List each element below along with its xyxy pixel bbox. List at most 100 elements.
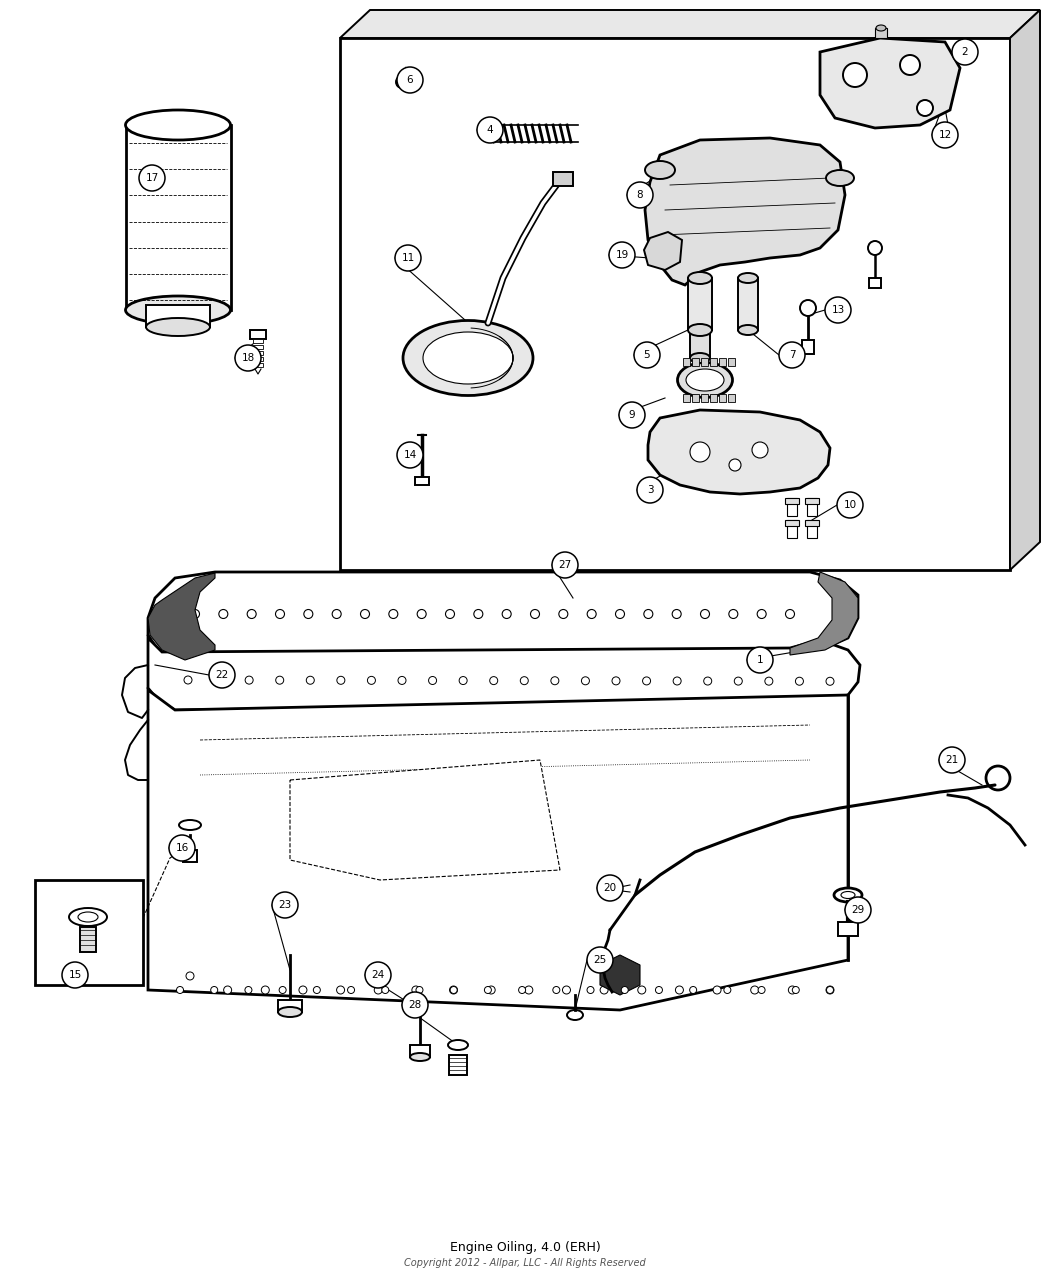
Text: 24: 24 bbox=[372, 970, 384, 980]
Circle shape bbox=[587, 987, 594, 993]
Circle shape bbox=[837, 492, 863, 518]
Ellipse shape bbox=[78, 912, 98, 922]
Circle shape bbox=[704, 677, 712, 685]
Bar bbox=[805, 520, 819, 527]
Bar bbox=[785, 499, 799, 504]
Text: 4: 4 bbox=[487, 125, 494, 135]
Ellipse shape bbox=[738, 273, 758, 283]
Circle shape bbox=[900, 55, 920, 75]
Bar bbox=[253, 363, 262, 367]
Circle shape bbox=[597, 875, 623, 901]
Circle shape bbox=[785, 609, 795, 618]
Circle shape bbox=[587, 609, 596, 618]
Circle shape bbox=[449, 986, 458, 994]
Circle shape bbox=[845, 898, 871, 923]
Circle shape bbox=[789, 986, 796, 994]
Circle shape bbox=[519, 987, 526, 993]
Bar bbox=[682, 358, 690, 366]
Circle shape bbox=[397, 442, 423, 468]
Text: 8: 8 bbox=[636, 190, 644, 200]
Bar bbox=[449, 1054, 467, 1075]
Circle shape bbox=[299, 986, 307, 994]
Circle shape bbox=[700, 609, 710, 618]
Circle shape bbox=[644, 609, 653, 618]
Ellipse shape bbox=[686, 368, 724, 391]
Bar bbox=[802, 340, 814, 354]
Circle shape bbox=[368, 676, 376, 685]
Ellipse shape bbox=[841, 891, 855, 899]
Text: 11: 11 bbox=[401, 252, 415, 263]
Circle shape bbox=[747, 646, 773, 673]
Circle shape bbox=[826, 987, 834, 993]
Bar bbox=[701, 358, 708, 366]
Circle shape bbox=[484, 987, 491, 993]
Circle shape bbox=[416, 987, 423, 993]
Circle shape bbox=[826, 677, 834, 685]
Circle shape bbox=[552, 552, 578, 578]
Bar bbox=[738, 278, 758, 330]
Text: 13: 13 bbox=[832, 305, 844, 315]
Bar bbox=[278, 1000, 302, 1012]
Circle shape bbox=[690, 987, 696, 993]
Circle shape bbox=[637, 477, 663, 504]
Bar bbox=[553, 172, 573, 186]
Circle shape bbox=[276, 676, 284, 685]
Circle shape bbox=[826, 986, 834, 994]
Bar bbox=[250, 330, 266, 339]
Circle shape bbox=[388, 609, 398, 618]
Bar bbox=[35, 880, 143, 986]
Ellipse shape bbox=[645, 161, 675, 179]
Bar bbox=[869, 278, 881, 288]
Text: 23: 23 bbox=[278, 900, 292, 910]
Circle shape bbox=[637, 986, 646, 994]
Bar bbox=[710, 358, 717, 366]
Bar bbox=[146, 305, 210, 326]
Ellipse shape bbox=[278, 1007, 302, 1017]
Polygon shape bbox=[1010, 10, 1040, 570]
Polygon shape bbox=[290, 760, 560, 880]
Circle shape bbox=[445, 609, 455, 618]
Circle shape bbox=[489, 677, 498, 685]
Circle shape bbox=[261, 986, 269, 994]
Circle shape bbox=[723, 987, 731, 993]
Ellipse shape bbox=[126, 296, 231, 324]
Ellipse shape bbox=[126, 110, 231, 140]
Circle shape bbox=[917, 99, 933, 116]
Text: 9: 9 bbox=[629, 411, 635, 419]
Text: 10: 10 bbox=[843, 500, 857, 510]
Ellipse shape bbox=[69, 908, 107, 926]
Circle shape bbox=[952, 40, 978, 65]
Ellipse shape bbox=[826, 170, 854, 186]
Circle shape bbox=[729, 459, 741, 470]
Ellipse shape bbox=[690, 353, 710, 363]
Bar bbox=[788, 520, 797, 538]
Ellipse shape bbox=[423, 332, 513, 384]
Circle shape bbox=[521, 677, 528, 685]
Circle shape bbox=[932, 122, 958, 148]
Text: 3: 3 bbox=[647, 484, 653, 495]
Circle shape bbox=[214, 676, 223, 685]
Ellipse shape bbox=[567, 1010, 583, 1020]
Text: Engine Oiling, 4.0 (ERH): Engine Oiling, 4.0 (ERH) bbox=[449, 1242, 601, 1255]
Circle shape bbox=[713, 986, 721, 994]
Polygon shape bbox=[148, 572, 215, 660]
Circle shape bbox=[396, 76, 408, 88]
Text: 18: 18 bbox=[242, 353, 254, 363]
Circle shape bbox=[245, 987, 252, 993]
Circle shape bbox=[690, 442, 710, 462]
Circle shape bbox=[601, 986, 608, 994]
Circle shape bbox=[474, 609, 483, 618]
Bar bbox=[690, 330, 710, 358]
Bar bbox=[838, 922, 858, 936]
Text: 19: 19 bbox=[615, 250, 629, 260]
Circle shape bbox=[563, 986, 570, 994]
Circle shape bbox=[672, 609, 681, 618]
Ellipse shape bbox=[403, 320, 533, 395]
Circle shape bbox=[374, 986, 382, 994]
Circle shape bbox=[559, 609, 568, 618]
Bar bbox=[875, 28, 887, 38]
Circle shape bbox=[615, 609, 625, 618]
Circle shape bbox=[313, 987, 320, 993]
Text: 1: 1 bbox=[757, 655, 763, 666]
Circle shape bbox=[675, 986, 684, 994]
